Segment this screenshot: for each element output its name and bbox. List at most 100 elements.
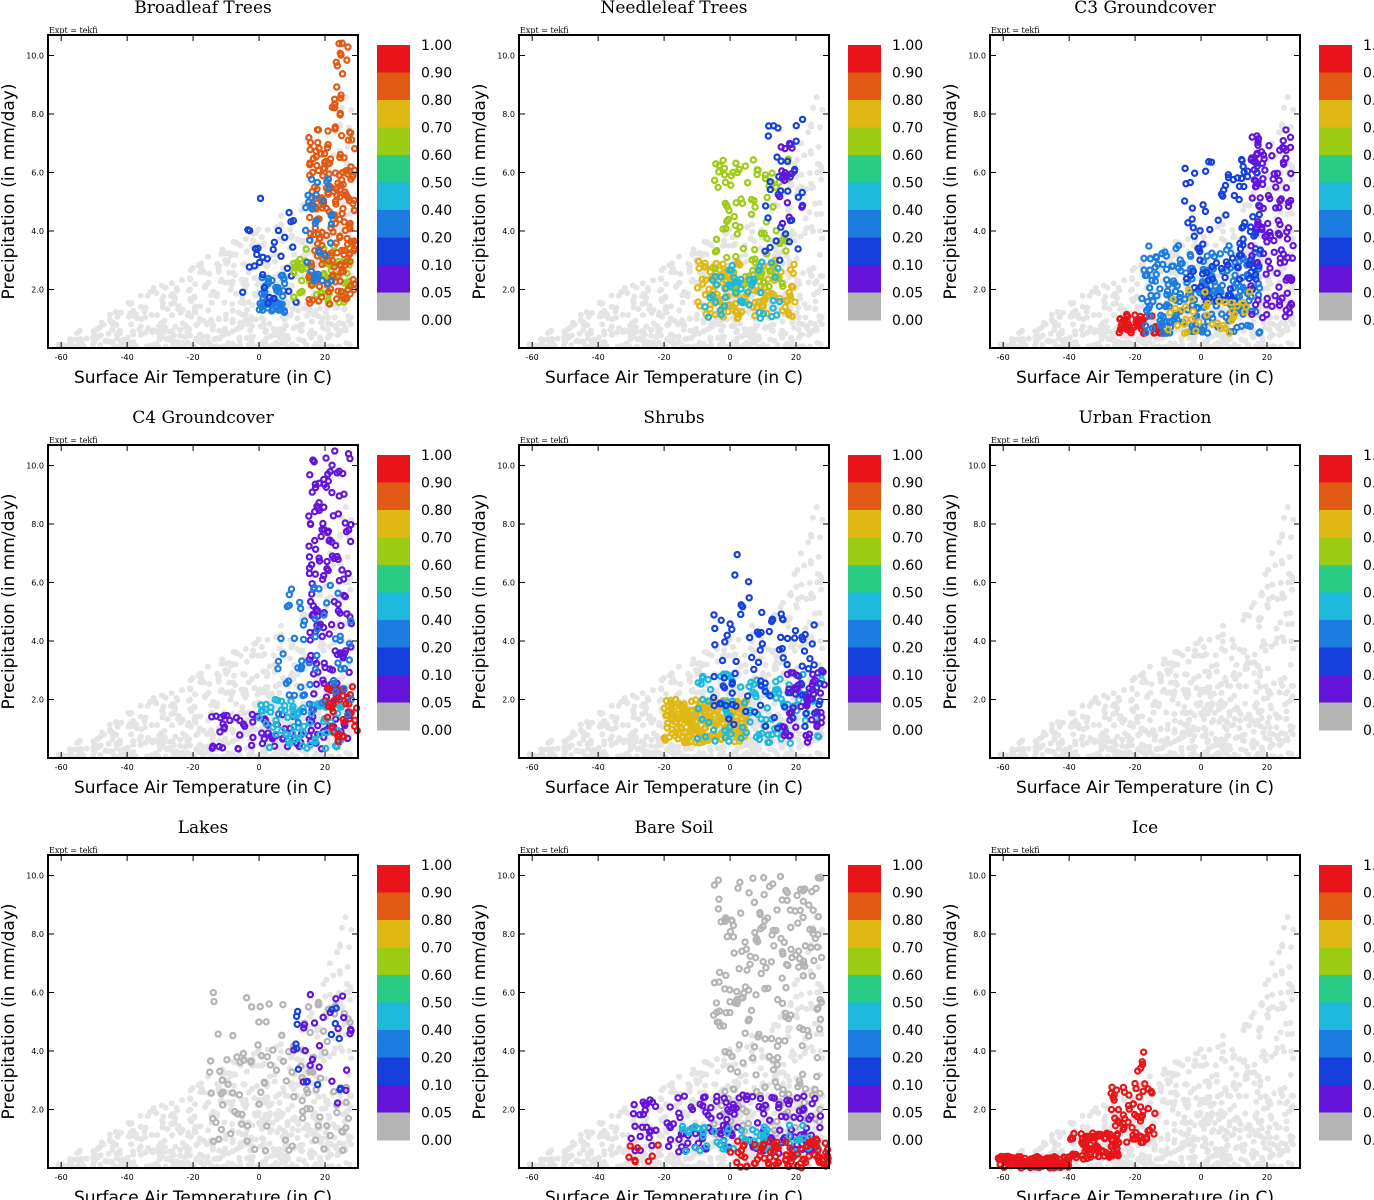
data-point xyxy=(306,471,314,479)
background-point xyxy=(1212,242,1219,249)
background-point xyxy=(1108,328,1115,335)
data-point xyxy=(1235,182,1244,190)
background-point xyxy=(1114,295,1121,302)
panel-title: C4 Groundcover xyxy=(132,408,274,428)
background-point xyxy=(576,338,583,345)
colorbar-label: 0.60 xyxy=(1363,148,1374,164)
background-point xyxy=(179,277,186,284)
background-point xyxy=(172,323,179,330)
data-point xyxy=(341,295,349,303)
data-point xyxy=(332,58,340,66)
background-point xyxy=(315,313,322,320)
background-point xyxy=(196,331,203,338)
data-point xyxy=(305,553,314,561)
background-point xyxy=(701,238,708,245)
data-point xyxy=(336,277,344,286)
background-point xyxy=(817,124,824,131)
data-point xyxy=(1262,301,1271,309)
data-point xyxy=(306,236,314,244)
data-point xyxy=(1241,219,1249,227)
background-point xyxy=(658,286,665,293)
colorbar-label: 0.20 xyxy=(421,641,452,657)
data-point xyxy=(768,169,776,177)
data-point xyxy=(774,264,782,272)
data-point xyxy=(332,239,340,247)
colorbar-label: 0.00 xyxy=(421,723,452,739)
background-point xyxy=(815,161,822,168)
background-point xyxy=(97,341,104,348)
background-point xyxy=(310,311,317,318)
data-point xyxy=(1190,232,1198,240)
data-point xyxy=(1237,155,1246,164)
background-point xyxy=(801,230,808,237)
background-point xyxy=(186,685,193,692)
colorbar-label: 0.70 xyxy=(421,121,452,137)
background-point xyxy=(90,744,97,751)
background-point xyxy=(175,305,182,312)
data-point xyxy=(307,267,315,275)
background-point xyxy=(312,750,319,757)
background-point xyxy=(620,329,627,336)
data-point xyxy=(1168,262,1176,270)
background-point xyxy=(264,685,271,692)
background-point xyxy=(1121,277,1128,284)
y-tick-label: 4.0 xyxy=(502,227,515,236)
data-point xyxy=(1285,309,1294,317)
colorbar-swatch xyxy=(1319,127,1352,156)
data-point xyxy=(339,267,348,276)
data-point xyxy=(323,557,331,566)
background-point xyxy=(235,309,242,316)
background-point xyxy=(703,251,710,258)
background-point xyxy=(292,324,299,331)
background-point xyxy=(300,337,307,344)
data-point xyxy=(331,447,339,455)
y-tick-label: 4.0 xyxy=(31,227,44,236)
data-point xyxy=(701,303,709,311)
data-point xyxy=(335,39,343,48)
background-point xyxy=(127,310,134,317)
colorbar-swatch xyxy=(848,237,881,266)
background-point xyxy=(196,339,203,346)
data-point xyxy=(1190,283,1199,292)
colorbar-label: 1.00 xyxy=(421,448,452,464)
background-point xyxy=(325,314,332,321)
data-point xyxy=(299,621,308,629)
background-point xyxy=(1115,284,1122,291)
background-point xyxy=(715,321,722,328)
expt-label: Expt = tekfi xyxy=(520,436,569,445)
background-point xyxy=(142,724,149,731)
background-point xyxy=(680,326,687,333)
data-point xyxy=(279,274,288,282)
data-point xyxy=(300,722,308,731)
background-point xyxy=(748,228,755,235)
background-point xyxy=(116,329,123,336)
x-tick-label: -40 xyxy=(1063,353,1076,362)
data-point xyxy=(1271,292,1279,300)
background-point xyxy=(1047,338,1054,345)
background-point xyxy=(639,690,646,697)
colorbar-label: 0.05 xyxy=(421,286,452,302)
background-point xyxy=(818,210,825,217)
data-point xyxy=(232,713,241,722)
data-point xyxy=(1247,242,1255,250)
background-point xyxy=(172,705,179,712)
data-point xyxy=(347,282,355,290)
background-point xyxy=(1134,281,1141,288)
background-point xyxy=(168,690,175,697)
background-point xyxy=(783,340,790,347)
background-point xyxy=(683,290,690,297)
background-point xyxy=(186,275,193,282)
data-point xyxy=(1288,254,1297,262)
colorbar-swatch xyxy=(1319,210,1352,238)
data-point xyxy=(249,718,257,726)
background-point xyxy=(1094,340,1101,347)
background-point xyxy=(173,694,180,701)
background-point xyxy=(1111,312,1118,319)
background-point xyxy=(251,700,258,707)
background-point xyxy=(673,282,680,289)
background-point xyxy=(137,323,144,330)
background-point xyxy=(106,316,113,323)
data-point xyxy=(317,532,325,541)
background-point xyxy=(97,751,104,758)
background-point xyxy=(1129,286,1136,293)
